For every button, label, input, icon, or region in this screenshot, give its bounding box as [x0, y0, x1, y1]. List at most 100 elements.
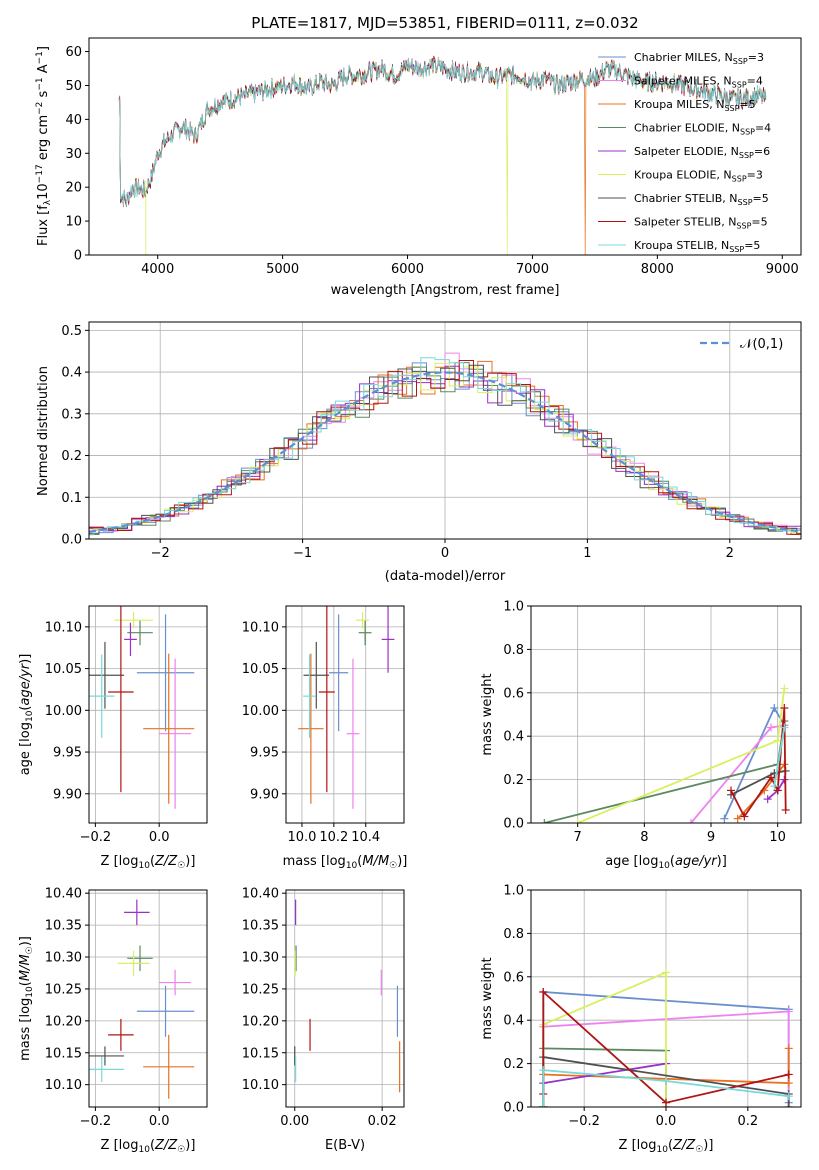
legend-text: Salpeter ELODIE, N [634, 145, 739, 158]
x-tick-label: 0.00 [280, 1114, 309, 1129]
y-tick-label: 9.90 [53, 787, 82, 802]
y-tick-label: 0.4 [61, 366, 82, 381]
x-axis-label-part: age [log [605, 854, 658, 869]
y-tick-label: 10.40 [45, 887, 82, 902]
x-tick-label: 4000 [141, 262, 174, 277]
legend-text: =5 [739, 98, 755, 111]
y-tick-label: 1.0 [503, 600, 524, 615]
x-tick-label: 0.0 [149, 1114, 170, 1129]
legend-text: =4 [755, 122, 771, 135]
y-axis-label-part: A [36, 64, 51, 77]
weight-plot [540, 684, 790, 823]
y-tick-label: 10.15 [242, 1046, 279, 1061]
spectrum-plot [118, 55, 767, 255]
y-tick-label: 50 [65, 79, 82, 94]
x-axis-label-part: 10 [658, 861, 670, 871]
y-axis-label-part: λ [43, 199, 53, 205]
x-axis-label-part: 10 [138, 861, 150, 871]
y-axis-label-part: −17 [35, 164, 45, 183]
y-tick-label: 10.10 [242, 620, 279, 635]
spectrum-frame [88, 37, 802, 256]
y-tick-label: 10.15 [45, 1046, 82, 1061]
y-axis-label-part: ☉ [25, 946, 35, 954]
legend-sub: SSP [736, 222, 751, 231]
y-tick-label: 10.35 [45, 919, 82, 934]
y-tick-label: 0.2 [61, 449, 82, 464]
weight-plot [539, 968, 793, 1107]
scatter-frame [285, 605, 405, 824]
legend-text: Kroupa ELODIE, N [634, 169, 732, 182]
y-tick-label: 10.25 [242, 982, 279, 997]
scatter-frame [88, 605, 208, 824]
y-tick-label: 9.95 [250, 746, 279, 761]
x-axis-label: age [log10(age/yr)] [605, 854, 727, 871]
x-tick-label: 0.2 [737, 1114, 758, 1129]
x-axis-label-part: )] [185, 854, 195, 869]
scatter-plot [298, 606, 395, 809]
legend-sub: SSP [724, 104, 739, 113]
x-axis-label: E(B-V) [325, 1138, 365, 1153]
y-axis-label: age [log10(age/yr)] [18, 654, 35, 776]
x-axis-label-part: )] [703, 1138, 713, 1153]
normal-curve [89, 371, 801, 533]
x-tick-label: 9000 [766, 262, 799, 277]
y-axis-label-part: −1 [35, 77, 45, 90]
x-axis-label-part: Z/Z [154, 854, 178, 869]
x-axis-label-part: 10 [656, 1145, 668, 1155]
y-tick-label: 0.0 [503, 1101, 524, 1116]
legend-entry: 𝒩(0,1) [740, 337, 783, 352]
legend-sub: SSP [740, 128, 755, 137]
y-tick-label: 0.6 [503, 970, 524, 985]
x-axis-label-part: Z/Z [154, 1138, 178, 1153]
chart-title: PLATE=1817, MJD=53851, FIBERID=0111, z=0… [251, 14, 638, 32]
legend-text: Chabrier ELODIE, N [634, 122, 740, 135]
x-tick-label: 2 [726, 546, 734, 561]
x-axis-label-part: ☉ [177, 1145, 185, 1155]
legend-text: Kroupa STELIB, N [634, 239, 729, 252]
y-axis-label: mass weight [480, 957, 495, 1039]
legend-entry: Kroupa ELODIE, NSSP=3 [634, 169, 763, 184]
x-tick-label: 1 [583, 546, 591, 561]
y-axis-label-part: 10 [25, 986, 35, 998]
x-axis-label: Z [log10(Z/Z☉)] [101, 854, 196, 871]
legend-text: Salpeter MILES, N [634, 75, 732, 88]
y-tick-label: 10.20 [45, 1014, 82, 1029]
y-tick-label: 0.0 [61, 533, 82, 548]
y-tick-label: 0.1 [61, 491, 82, 506]
legend-text: Chabrier STELIB, N [634, 192, 738, 205]
y-axis-label-part: )] [18, 654, 33, 664]
y-axis-label-part: M/M [18, 954, 33, 981]
y-tick-label: 0.4 [503, 1014, 524, 1029]
y-tick-label: 40 [65, 113, 82, 128]
y-tick-label: 60 [65, 45, 82, 60]
x-axis-label-part: )] [397, 854, 407, 869]
x-axis-label-part: ☉ [695, 1145, 703, 1155]
x-axis-label-part: )] [185, 1138, 195, 1153]
y-axis-label-part: ( [18, 706, 33, 711]
scatter-frame [88, 889, 208, 1108]
x-tick-label: 10 [769, 830, 786, 845]
y-axis-label-part: 10 [25, 710, 35, 722]
weight-line-8 [773, 727, 786, 787]
y-tick-label: 9.95 [53, 746, 82, 761]
y-tick-label: 0.8 [503, 927, 524, 942]
y-axis-label-part: 10 [36, 183, 51, 200]
x-tick-label: −0.2 [80, 1114, 112, 1129]
spectrum-line-8 [118, 58, 767, 206]
legend-entry: Salpeter MILES, NSSP=4 [634, 75, 763, 90]
legend-text: =5 [744, 239, 760, 252]
y-tick-label: 10.05 [242, 662, 279, 677]
histogram-series-7 [89, 360, 801, 535]
x-axis-label-part: ☉ [177, 861, 185, 871]
x-axis-label-part: Z [log [619, 1138, 657, 1153]
legend-text: =6 [754, 145, 770, 158]
x-axis-label-part: Z [log [101, 854, 139, 869]
legend-sub: SSP [732, 175, 747, 184]
legend-text: =5 [753, 192, 769, 205]
x-tick-label: 0.02 [368, 1114, 397, 1129]
x-tick-label: 0 [441, 546, 449, 561]
x-tick-label: 7000 [516, 262, 549, 277]
legend-text: =3 [748, 51, 764, 64]
scatter-plot [294, 899, 401, 1093]
legend-entry: Salpeter STELIB, NSSP=5 [634, 216, 768, 231]
